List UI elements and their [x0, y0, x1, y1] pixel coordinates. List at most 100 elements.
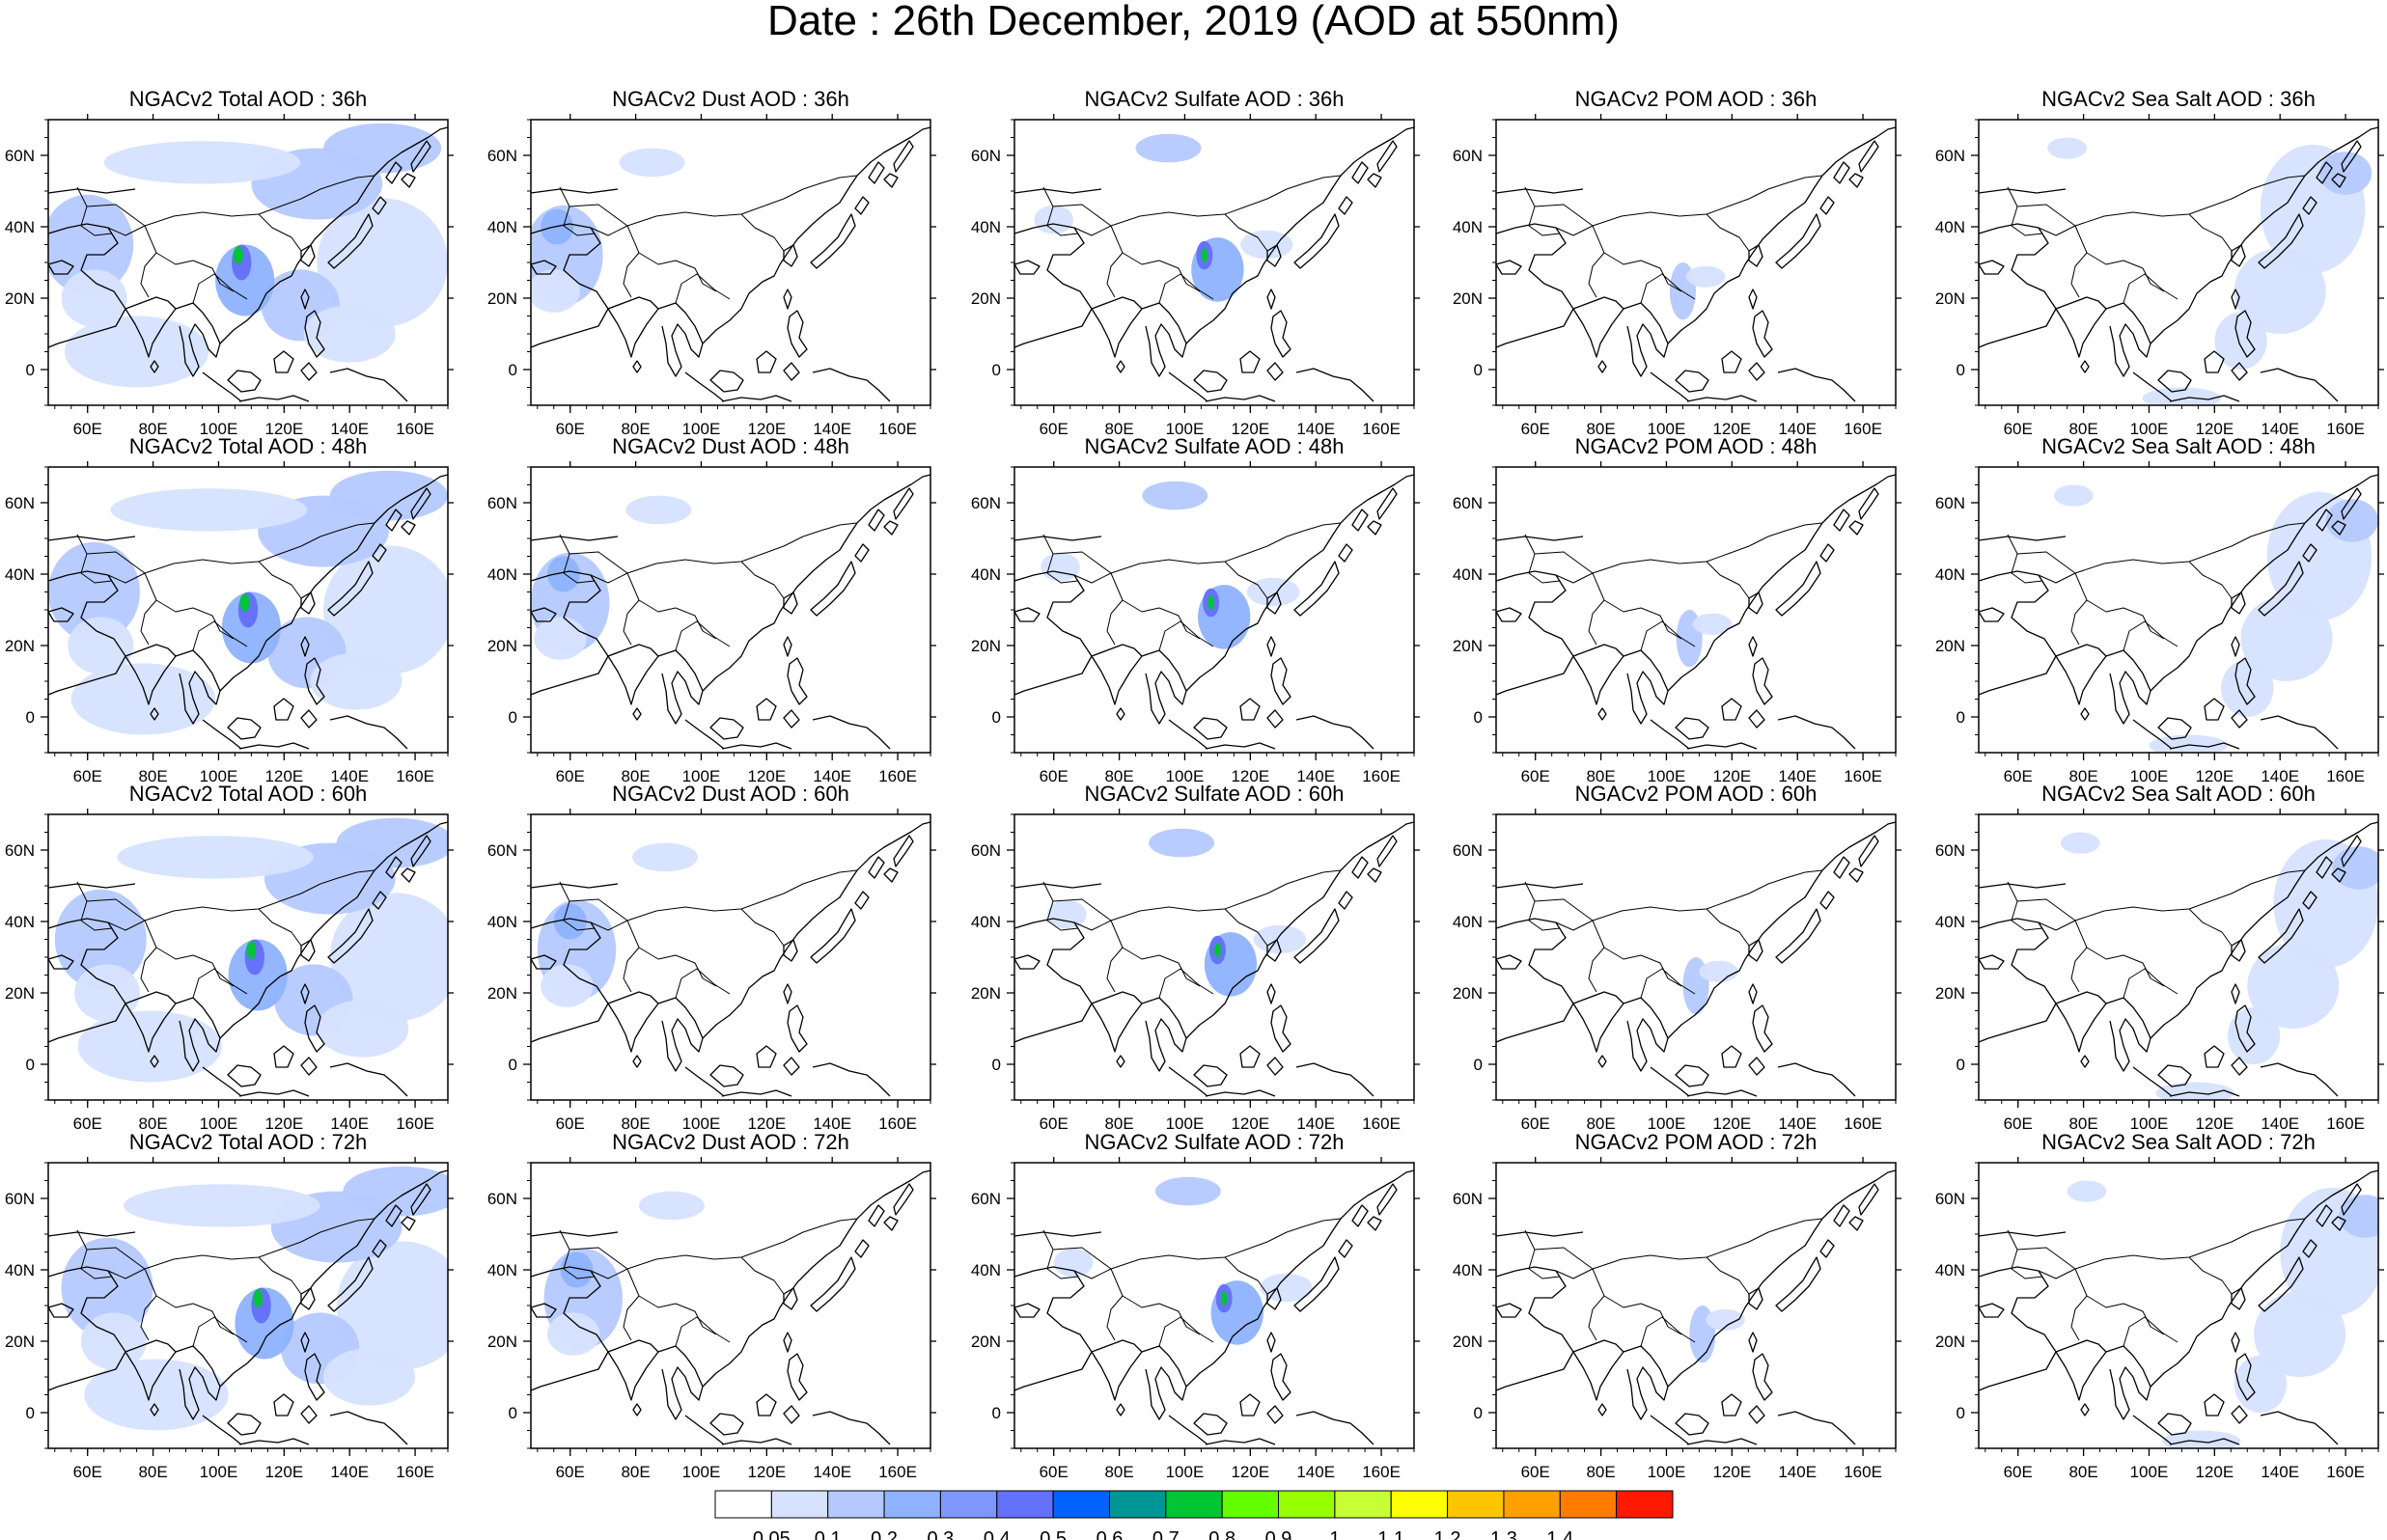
- x-tick-label: 60E: [73, 1463, 102, 1481]
- x-tick-label: 140E: [2261, 767, 2299, 785]
- x-tick-label: 140E: [1296, 1463, 1335, 1481]
- x-tick-label: 140E: [813, 1114, 851, 1133]
- aod-shading-patch: [221, 591, 281, 664]
- y-tick-label: 0: [509, 1404, 517, 1422]
- map-panel-dust-aod-48h: NGACv2 Dust AOD : 48h 60E 80E 100E 120E 140E 1…: [487, 434, 936, 785]
- x-tick-label: 60E: [73, 767, 102, 785]
- aod-shading: [48, 470, 448, 735]
- x-tick-label: 100E: [2130, 1463, 2169, 1481]
- x-tick-label: 120E: [1712, 420, 1751, 438]
- aod-shading-patch: [2162, 1430, 2241, 1448]
- panel-title: NGACv2 Sulfate AOD : 48h: [1084, 434, 1344, 458]
- colorbar-label: 0.05: [753, 1528, 791, 1540]
- y-tick-label: 20N: [1453, 637, 1483, 655]
- aod-shading: [1689, 1306, 1745, 1363]
- x-tick-label: 160E: [878, 420, 917, 438]
- x-tick-label: 120E: [747, 1114, 786, 1133]
- x-tick-label: 100E: [682, 1114, 721, 1133]
- map-panel-sea-salt-aod-36h: NGACv2 Sea Salt AOD : 36h 60E 80E 100E 120E 1…: [1935, 87, 2384, 438]
- x-tick-label: 80E: [138, 1463, 167, 1481]
- y-tick-label: 0: [992, 1056, 1001, 1074]
- y-tick-label: 0: [1957, 1056, 1965, 1074]
- aod-shading-patch: [117, 836, 314, 879]
- map-panel-dust-aod-60h: NGACv2 Dust AOD : 60h 60E 80E 100E 120E 140E 1…: [487, 782, 936, 1133]
- panel-title: NGACv2 Dust AOD : 36h: [612, 87, 849, 111]
- x-tick-label: 60E: [1040, 420, 1069, 438]
- x-tick-label: 80E: [1104, 1463, 1133, 1481]
- x-tick-label: 120E: [264, 420, 303, 438]
- colorbar-swatch: [1108, 1490, 1167, 1519]
- panel-title: NGACv2 Sea Salt AOD : 60h: [2041, 782, 2316, 806]
- colorbar-swatch: [1559, 1490, 1618, 1519]
- panel-title: NGACv2 POM AOD : 60h: [1575, 782, 1818, 806]
- aod-shading-patch: [2234, 1355, 2287, 1413]
- colorbar-label: 0.7: [1152, 1528, 1180, 1540]
- aod-shading-patch: [1207, 595, 1214, 610]
- x-tick-label: 120E: [1712, 767, 1751, 785]
- aod-shading-patch: [531, 269, 580, 313]
- y-tick-label: 20N: [487, 1333, 517, 1351]
- colorbar-swatch: [1221, 1490, 1280, 1519]
- aod-shading: [531, 148, 685, 313]
- x-tick-label: 80E: [1104, 1114, 1133, 1133]
- x-tick-label: 60E: [1040, 767, 1069, 785]
- aod-shading-patch: [2332, 846, 2378, 890]
- x-tick-label: 140E: [1778, 1463, 1817, 1481]
- colorbar-swatch: [827, 1490, 885, 1519]
- x-tick-label: 60E: [556, 420, 585, 438]
- aod-shading-patch: [310, 652, 402, 710]
- x-tick-label: 140E: [813, 420, 851, 438]
- panel-title: NGACv2 POM AOD : 72h: [1575, 1130, 1818, 1154]
- x-tick-label: 60E: [1040, 1114, 1069, 1133]
- aod-shading-patch: [1220, 1291, 1228, 1306]
- y-tick-label: 60N: [971, 494, 1001, 512]
- x-tick-label: 160E: [396, 1114, 434, 1133]
- map-panel-sulfate-aod-72h: NGACv2 Sulfate AOD : 72h 60E 80E 100E 120E 14…: [971, 1130, 1420, 1481]
- aod-shading-patch: [2227, 1006, 2281, 1064]
- x-tick-label: 60E: [1521, 1463, 1550, 1481]
- x-tick-label: 140E: [330, 1463, 369, 1481]
- x-tick-label: 140E: [330, 1114, 369, 1133]
- x-tick-label: 100E: [1648, 767, 1686, 785]
- y-tick-label: 0: [1474, 708, 1483, 727]
- map-panel-total-aod-36h: NGACv2 Total AOD : 36h 60E 80E 100E 120E 140E…: [5, 87, 454, 438]
- x-tick-label: 140E: [813, 767, 851, 785]
- y-tick-label: 60N: [487, 1190, 517, 1208]
- aod-shading: [1053, 1176, 1313, 1345]
- x-tick-label: 100E: [200, 1463, 238, 1481]
- aod-shading-patch: [2067, 1180, 2107, 1202]
- y-tick-label: 60N: [487, 841, 517, 860]
- y-tick-label: 40N: [1935, 565, 1965, 584]
- y-tick-label: 0: [1957, 1404, 1965, 1422]
- aod-shading-patch: [303, 305, 396, 363]
- x-tick-label: 160E: [2326, 767, 2365, 785]
- y-tick-label: 20N: [5, 1333, 35, 1351]
- y-tick-label: 0: [992, 708, 1001, 727]
- colorbar-swatch: [1503, 1490, 1561, 1519]
- y-tick-label: 60N: [487, 494, 517, 512]
- colorbar-swatch: [1165, 1490, 1223, 1519]
- colorbar-label: 0.5: [1040, 1528, 1067, 1540]
- colorbar-swatch: [1334, 1490, 1392, 1519]
- x-tick-label: 160E: [878, 767, 917, 785]
- aod-shading-patch: [2318, 151, 2373, 195]
- aod-shading-patch: [632, 842, 699, 872]
- colorbar-swatch: [883, 1490, 941, 1519]
- x-tick-label: 80E: [138, 1114, 167, 1133]
- panel-title: NGACv2 POM AOD : 48h: [1575, 434, 1818, 458]
- aod-shading-patch: [239, 593, 250, 612]
- y-tick-label: 60N: [1935, 494, 1965, 512]
- y-tick-label: 60N: [1935, 841, 1965, 860]
- y-tick-label: 40N: [5, 1261, 35, 1279]
- x-tick-label: 120E: [1231, 1463, 1269, 1481]
- y-tick-label: 0: [992, 361, 1001, 379]
- x-tick-label: 160E: [1362, 767, 1401, 785]
- x-tick-label: 60E: [73, 420, 102, 438]
- x-tick-label: 80E: [2068, 1463, 2097, 1481]
- y-tick-label: 60N: [5, 1190, 35, 1208]
- panel-title: NGACv2 Total AOD : 72h: [129, 1130, 368, 1154]
- x-tick-label: 160E: [1362, 420, 1401, 438]
- x-tick-label: 60E: [1040, 1463, 1069, 1481]
